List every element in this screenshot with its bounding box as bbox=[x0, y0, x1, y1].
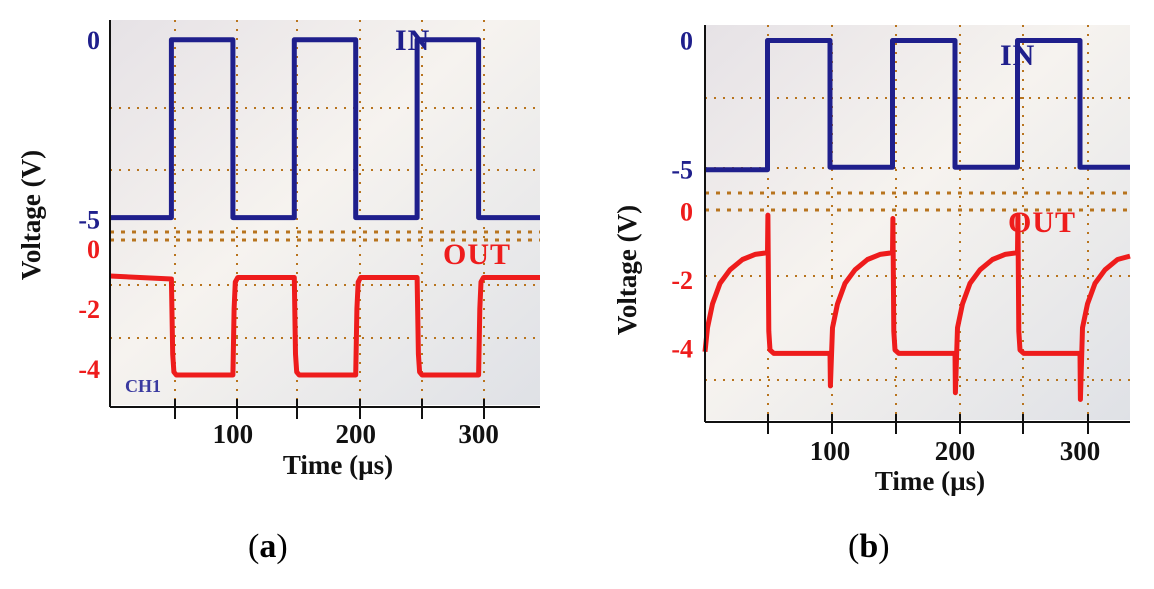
a-xtick-300: 300 bbox=[458, 419, 499, 449]
b-series-label-out: OUT bbox=[1008, 206, 1076, 239]
panel-b-caption: (b) bbox=[848, 528, 890, 566]
panel-a-caption-letter: a bbox=[259, 528, 277, 565]
a-screen-background bbox=[110, 20, 540, 405]
a-series-label-in: IN bbox=[395, 24, 430, 57]
b-ytick-out--2: -2 bbox=[671, 266, 693, 295]
a-trace-in bbox=[110, 37, 540, 221]
b-series-label-in: IN bbox=[1000, 39, 1035, 72]
a-ytick-in--5: -5 bbox=[78, 205, 100, 234]
a-series-label-out: OUT bbox=[443, 238, 511, 271]
panel-a-caption: (a) bbox=[248, 528, 288, 566]
panel-b-chart: 0 -5 IN 0 -2 -4 OUT 100 200 300 Time (µs) Voltage (… bbox=[612, 25, 1131, 496]
panel-b-caption-letter: b bbox=[859, 528, 879, 565]
a-trace-out bbox=[109, 273, 540, 378]
b-x-axis-title: Time (µs) bbox=[875, 466, 985, 496]
a-xtick-200: 200 bbox=[335, 419, 376, 449]
a-y-axis-title: Voltage (V) bbox=[16, 150, 46, 280]
b-trace-out bbox=[702, 212, 1131, 402]
a-ytick-in-0: 0 bbox=[87, 26, 100, 55]
panel-a-caption-close: ) bbox=[276, 528, 288, 565]
a-ytick-out--4: -4 bbox=[78, 355, 100, 384]
b-xtick-100: 100 bbox=[810, 436, 851, 466]
a-ytick-out-0: 0 bbox=[87, 235, 100, 264]
panel-b-caption-close: ) bbox=[878, 528, 890, 565]
b-ytick-out-0: 0 bbox=[680, 198, 693, 227]
a-ytick-out--2: -2 bbox=[78, 295, 100, 324]
a-channel-badge: CH1 bbox=[125, 376, 161, 396]
panel-a-caption-open: ( bbox=[248, 528, 260, 565]
panel-b-caption-open: ( bbox=[848, 528, 860, 565]
b-ytick-in-0: 0 bbox=[680, 27, 693, 56]
a-xtick-100: 100 bbox=[213, 419, 254, 449]
b-y-axis-title: Voltage (V) bbox=[612, 205, 642, 335]
a-x-axis-title: Time (µs) bbox=[283, 450, 393, 480]
b-ytick-in--5: -5 bbox=[671, 156, 693, 185]
b-trace-in bbox=[705, 38, 1130, 173]
b-xtick-300: 300 bbox=[1060, 436, 1101, 466]
b-ytick-out--4: -4 bbox=[671, 334, 693, 363]
b-xtick-200: 200 bbox=[935, 436, 976, 466]
